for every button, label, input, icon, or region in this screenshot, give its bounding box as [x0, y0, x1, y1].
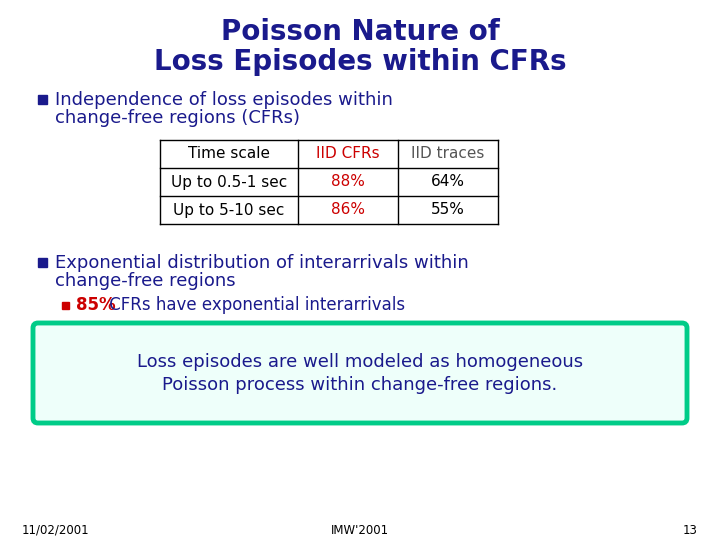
- Text: IMW'2001: IMW'2001: [331, 523, 389, 537]
- Text: Up to 0.5-1 sec: Up to 0.5-1 sec: [171, 174, 287, 190]
- Text: 55%: 55%: [431, 202, 465, 218]
- Text: CFRs have exponential interarrivals: CFRs have exponential interarrivals: [104, 296, 405, 314]
- Text: 86%: 86%: [331, 202, 365, 218]
- FancyBboxPatch shape: [33, 323, 687, 423]
- Text: Up to 5-10 sec: Up to 5-10 sec: [174, 202, 284, 218]
- Text: 11/02/2001: 11/02/2001: [22, 523, 89, 537]
- Text: change-free regions: change-free regions: [55, 272, 235, 290]
- Text: Poisson Nature of: Poisson Nature of: [220, 18, 500, 46]
- Text: Time scale: Time scale: [188, 146, 270, 161]
- Text: Loss Episodes within CFRs: Loss Episodes within CFRs: [153, 48, 567, 76]
- Text: 85%: 85%: [76, 296, 116, 314]
- Text: Poisson process within change-free regions.: Poisson process within change-free regio…: [163, 376, 557, 394]
- Text: Independence of loss episodes within: Independence of loss episodes within: [55, 91, 393, 109]
- Text: change-free regions (CFRs): change-free regions (CFRs): [55, 109, 300, 127]
- Text: IID traces: IID traces: [411, 146, 485, 161]
- Bar: [38, 95, 47, 104]
- Text: Exponential distribution of interarrivals within: Exponential distribution of interarrival…: [55, 254, 469, 272]
- Text: 13: 13: [683, 523, 698, 537]
- Text: 88%: 88%: [331, 174, 365, 190]
- Text: IID CFRs: IID CFRs: [316, 146, 380, 161]
- Text: Loss episodes are well modeled as homogeneous: Loss episodes are well modeled as homoge…: [137, 353, 583, 371]
- Text: 64%: 64%: [431, 174, 465, 190]
- Bar: [38, 258, 47, 267]
- Bar: [62, 302, 69, 309]
